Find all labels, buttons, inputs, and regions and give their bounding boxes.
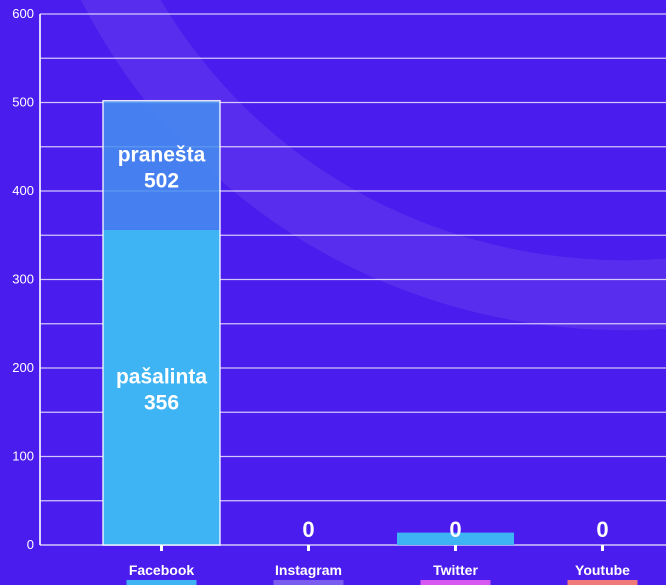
y-tick-label: 100 [12, 449, 34, 464]
bars [102, 99, 514, 546]
y-tick-label: 400 [12, 183, 34, 198]
y-tick-label: 300 [12, 272, 34, 287]
x-axis: Facebook Instagram Twitter Youtube [126, 545, 638, 585]
y-tick-label: 600 [12, 6, 34, 21]
x-tick-label: Facebook [129, 562, 195, 578]
y-tick-label: 500 [12, 95, 34, 110]
y-axis: 0 100 200 300 400 500 600 [12, 6, 41, 552]
category-swatch [126, 580, 197, 585]
x-tick-label: Twitter [433, 562, 478, 578]
x-tick-label: Youtube [575, 562, 630, 578]
bar-label-value: 0 [449, 517, 461, 542]
bar-label-value: 356 [144, 391, 179, 414]
bar-facebook-removed [103, 229, 220, 545]
category-swatch [273, 580, 344, 585]
decorative-arc [80, 0, 666, 331]
bar-label-value: 502 [144, 169, 179, 192]
bar-label-name: pranešta [118, 143, 206, 166]
bar-label-value: 0 [302, 517, 314, 542]
y-tick-label: 200 [12, 360, 34, 375]
bar-twitter-removed [397, 532, 514, 545]
bar-facebook-reported [103, 100, 220, 230]
category-swatch [420, 580, 491, 585]
bar-label-value: 0 [596, 517, 608, 542]
x-tick-label: Instagram [275, 562, 342, 578]
data-labels: pranešta 502 pašalinta 356 0 0 0 [116, 143, 609, 542]
y-tick-label: 0 [27, 537, 34, 552]
category-swatch [567, 580, 638, 585]
bar-label-name: pašalinta [116, 365, 207, 388]
